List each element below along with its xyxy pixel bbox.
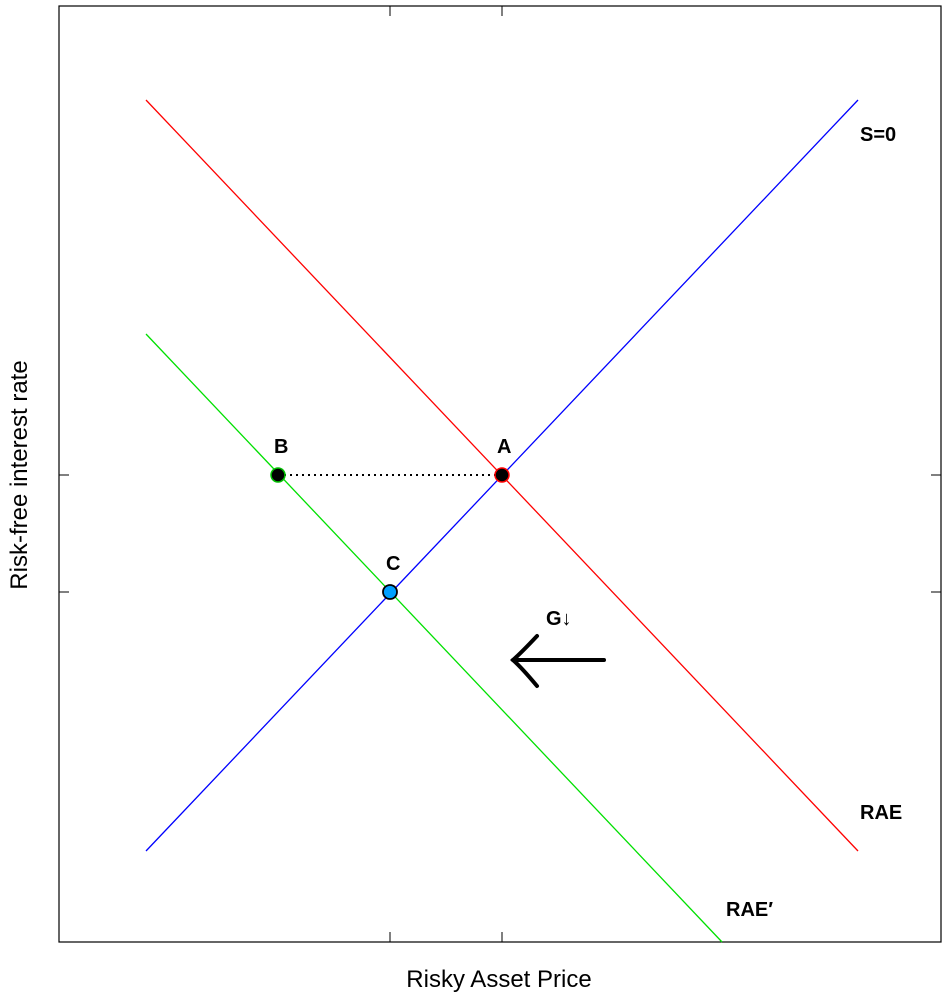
- point-c-marker: [382, 584, 398, 600]
- point-b-label: B: [274, 436, 288, 458]
- rae-prime-curve: [145, 333, 723, 943]
- plot-frame: [58, 5, 942, 943]
- rae-label: RAE: [860, 802, 902, 824]
- point-a-marker: [494, 467, 510, 483]
- y-axis-title: Risk-free interest rate: [6, 360, 33, 589]
- rae-prime-label: RAE′: [726, 899, 773, 921]
- x-axis-title: Risky Asset Price: [406, 966, 591, 993]
- left-arrow-icon: [509, 634, 606, 688]
- s0-label: S=0: [860, 124, 896, 146]
- point-a-label: A: [497, 436, 511, 458]
- point-c-label: C: [386, 553, 400, 575]
- point-b-marker: [270, 467, 286, 483]
- shift-label: G↓: [546, 608, 572, 630]
